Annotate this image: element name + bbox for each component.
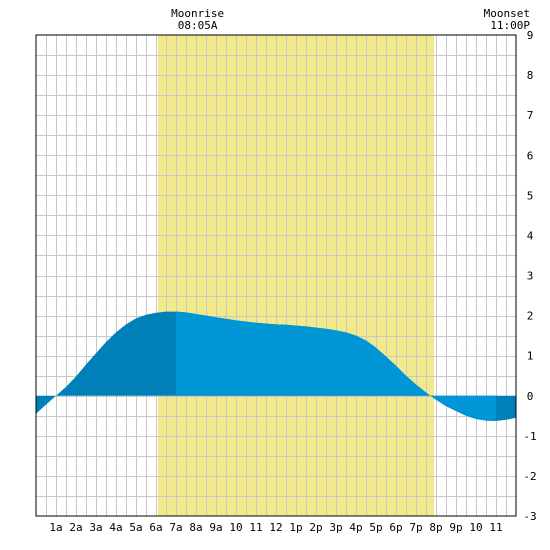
moon-event-label: Moonset xyxy=(484,7,530,20)
x-tick-labels: 1a 2a 3a 4a 5a 6a 7a 8a 9a 10 11 12 1p 2p 3p 4p 5p 6p 7p 8p… xyxy=(49,521,502,534)
x-tick-label: 6p xyxy=(389,521,402,534)
y-tick-label: 1 xyxy=(527,350,534,363)
y-tick-label: 8 xyxy=(527,69,534,82)
x-tick-label: 7p xyxy=(409,521,422,534)
y-tick-label: -3 xyxy=(523,510,536,523)
y-tick-label: 6 xyxy=(527,149,534,162)
moon-event-time: 08:05A xyxy=(178,19,218,32)
x-tick-label: 8p xyxy=(429,521,442,534)
tide-area-day xyxy=(176,311,496,421)
x-tick-label: 4a xyxy=(109,521,122,534)
x-tick-label: 10 xyxy=(229,521,242,534)
x-tick-label: 3a xyxy=(89,521,102,534)
moon-event-label: Moonrise xyxy=(171,7,224,20)
x-tick-label: 11 xyxy=(249,521,262,534)
x-tick-label: 10 xyxy=(469,521,482,534)
y-tick-label: 7 xyxy=(527,109,534,122)
x-tick-label: 9a xyxy=(209,521,222,534)
x-tick-label: 4p xyxy=(349,521,362,534)
y-tick-label: 3 xyxy=(527,270,534,283)
x-tick-label: 1a xyxy=(49,521,62,534)
y-tick-label: 9 xyxy=(527,29,534,42)
y-tick-label: 0 xyxy=(527,390,534,403)
x-tick-label: 5p xyxy=(369,521,382,534)
y-tick-label: 2 xyxy=(527,310,534,323)
x-tick-label: 2a xyxy=(69,521,82,534)
x-tick-label: 12 xyxy=(269,521,282,534)
x-tick-label: 9p xyxy=(449,521,462,534)
y-tick-labels: -3 -2 -1 0 1 2 3 4 5 6 7 8 9 xyxy=(523,29,536,523)
y-tick-label: -2 xyxy=(523,470,536,483)
x-tick-label: 5a xyxy=(129,521,142,534)
moon-event-time: 11:00P xyxy=(490,19,530,32)
y-tick-label: 5 xyxy=(527,189,534,202)
x-tick-label: 1p xyxy=(289,521,302,534)
x-tick-label: 11 xyxy=(489,521,502,534)
y-tick-label: -1 xyxy=(523,430,536,443)
plot-frame xyxy=(35,34,517,517)
x-tick-label: 8a xyxy=(189,521,202,534)
x-tick-label: 6a xyxy=(149,521,162,534)
x-tick-label: 2p xyxy=(309,521,322,534)
y-tick-label: 4 xyxy=(527,229,534,242)
x-tick-label: 7a xyxy=(169,521,182,534)
x-tick-label: 3p xyxy=(329,521,342,534)
